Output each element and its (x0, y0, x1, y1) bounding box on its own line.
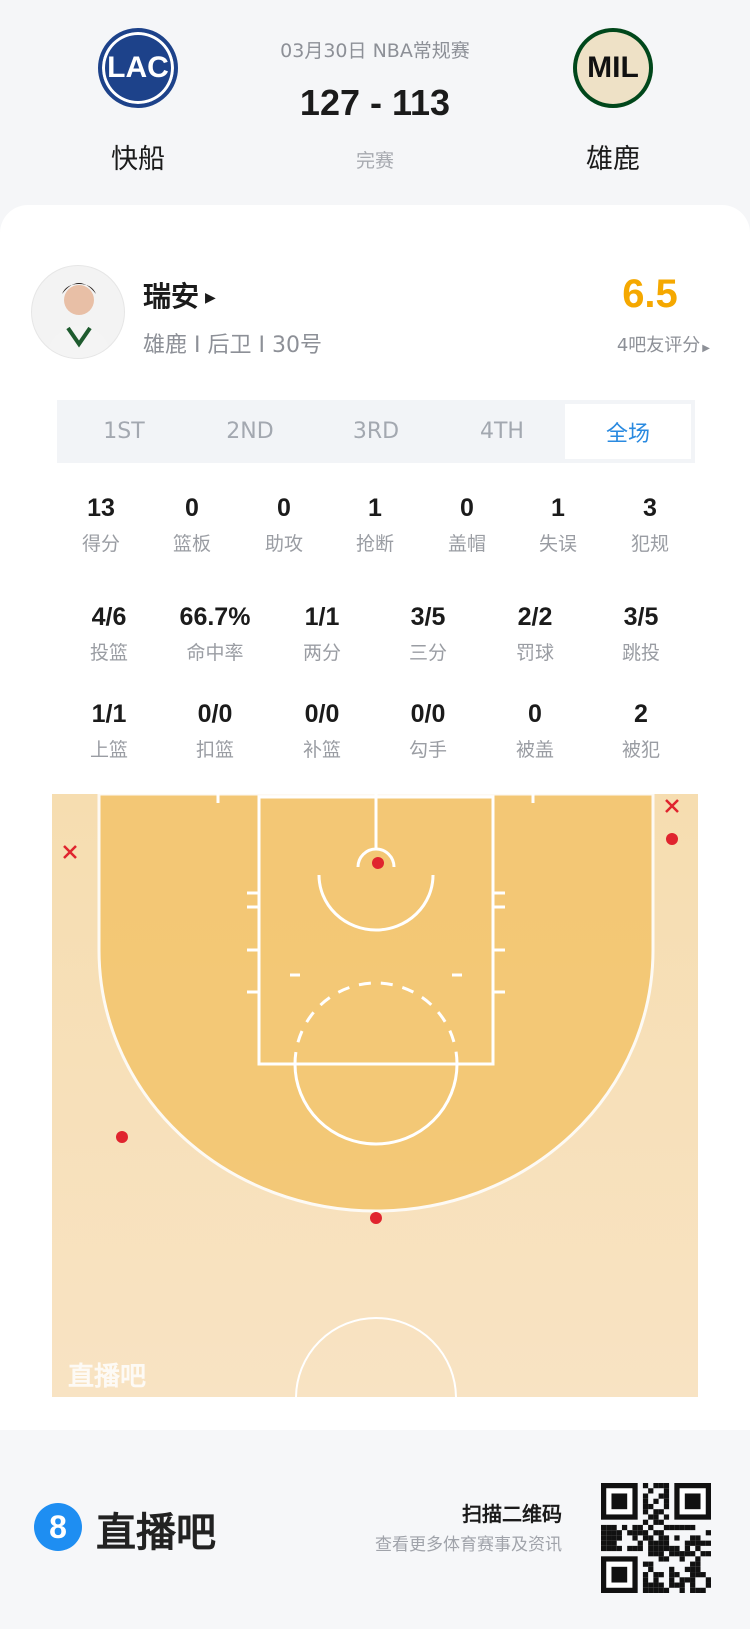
stat-value: 3/5 (410, 603, 446, 631)
stat-value: 1/1 (91, 700, 127, 728)
stat-label: 跳投 (621, 642, 660, 664)
home-team-name: 快船 (111, 144, 165, 175)
made-shot-marker (116, 1131, 128, 1143)
stat-item: 0 盖帽 (417, 494, 517, 556)
stat-value: 2/2 (517, 603, 553, 631)
tab-4th[interactable]: 4TH (480, 419, 524, 444)
stat-label: 篮板 (172, 533, 211, 555)
match-status: 完赛 (355, 150, 394, 172)
brand-logo-icon: 8 (34, 1503, 82, 1551)
court-lines (216, 794, 535, 1397)
mil-team-logo[interactable]: MIL (573, 28, 653, 108)
player-info: 雄鹿 I 后卫 I 30号 (143, 333, 322, 358)
tab-2nd[interactable]: 2ND (226, 419, 274, 444)
player-avatar[interactable] (31, 265, 125, 359)
arrow-right-icon: ▶ (702, 343, 710, 354)
three-point-line (97, 794, 655, 1213)
stat-item: 0/0 补篮 (272, 700, 372, 762)
qr-title: 扫描二维码 (462, 1502, 562, 1526)
stat-item: 0 篮板 (142, 494, 242, 556)
stat-label: 抢断 (355, 533, 394, 555)
stat-item: 13 得分 (51, 494, 151, 556)
stat-value: 66.7% (179, 603, 251, 631)
stat-label: 投篮 (89, 642, 128, 664)
stat-label: 两分 (302, 642, 341, 664)
qr-subtitle: 查看更多体育赛事及资讯 (375, 1535, 562, 1555)
stat-item: 1/1 两分 (272, 603, 372, 665)
stat-label: 得分 (81, 533, 120, 555)
watermark: 直播吧 (68, 1362, 146, 1392)
player-rating: 6.5 (622, 272, 678, 316)
tab-1st[interactable]: 1ST (103, 419, 145, 444)
stat-item: 0 助攻 (234, 494, 334, 556)
stat-value: 0/0 (304, 700, 340, 728)
stat-value: 0 (277, 494, 291, 522)
stat-label: 犯规 (630, 533, 669, 555)
tab-3rd[interactable]: 3RD (352, 419, 400, 444)
stat-value: 0/0 (197, 700, 233, 728)
shot-chart: 直播吧 (52, 794, 698, 1397)
stat-item: 1 失误 (508, 494, 608, 556)
qr-code[interactable] (601, 1483, 711, 1593)
stat-value: 0 (528, 700, 542, 728)
stat-value: 13 (87, 494, 115, 522)
match-score: 127 - 113 (299, 82, 451, 123)
lac-team-logo[interactable]: LAC (98, 28, 178, 108)
stat-value: 0 (460, 494, 474, 522)
stat-label: 盖帽 (447, 533, 486, 555)
made-shot-marker (666, 833, 678, 845)
stat-value: 4/6 (91, 603, 127, 631)
rating-link[interactable]: 4吧友评分 ▶ (616, 335, 710, 356)
stat-value: 1 (551, 494, 565, 522)
stat-label: 被盖 (515, 739, 554, 761)
made-shot-marker (372, 857, 384, 869)
stat-label: 被犯 (621, 739, 660, 761)
stat-item: 1 抢断 (325, 494, 425, 556)
stat-item: 3 犯规 (600, 494, 700, 556)
stat-label: 失误 (538, 533, 577, 555)
tab-full-game[interactable]: 全场 (565, 404, 691, 459)
player-name[interactable]: 瑞安 ▶ (143, 280, 216, 313)
stat-label: 助攻 (264, 533, 303, 555)
missed-shot-marker (665, 799, 679, 813)
stat-label: 三分 (408, 642, 447, 664)
brand-name: 直播吧 (96, 1510, 216, 1556)
period-tabs: 1ST 2ND 3RD 4TH 全场 (57, 400, 695, 463)
stat-value: 0 (185, 494, 199, 522)
stat-label: 扣篮 (195, 739, 234, 761)
stat-item: 0 被盖 (485, 700, 585, 762)
missed-shot-marker (63, 845, 77, 859)
stat-item: 2/2 罚球 (485, 603, 585, 665)
stat-item: 1/1 上篮 (59, 700, 159, 762)
stat-item: 3/5 跳投 (591, 603, 691, 665)
stat-value: 2 (634, 700, 648, 728)
stat-label: 罚球 (515, 642, 554, 664)
stat-label: 勾手 (408, 739, 447, 761)
stat-item: 4/6 投篮 (59, 603, 159, 665)
stat-label: 补篮 (302, 739, 341, 761)
stat-item: 2 被犯 (591, 700, 691, 762)
stat-item: 66.7% 命中率 (165, 603, 265, 665)
stat-item: 0/0 勾手 (378, 700, 478, 762)
stat-label: 命中率 (186, 642, 244, 664)
stat-value: 1 (368, 494, 382, 522)
stat-value: 0/0 (410, 700, 446, 728)
stat-item: 3/5 三分 (378, 603, 478, 665)
away-team-name: 雄鹿 (586, 144, 640, 175)
arrow-right-icon: ▶ (205, 290, 216, 306)
stat-value: 1/1 (304, 603, 340, 631)
stat-item: 0/0 扣篮 (165, 700, 265, 762)
made-shot-marker (370, 1212, 382, 1224)
stat-value: 3 (643, 494, 657, 522)
stat-label: 上篮 (89, 739, 128, 761)
match-date-league: 03月30日 NBA常规赛 (280, 40, 470, 62)
stat-value: 3/5 (623, 603, 659, 631)
